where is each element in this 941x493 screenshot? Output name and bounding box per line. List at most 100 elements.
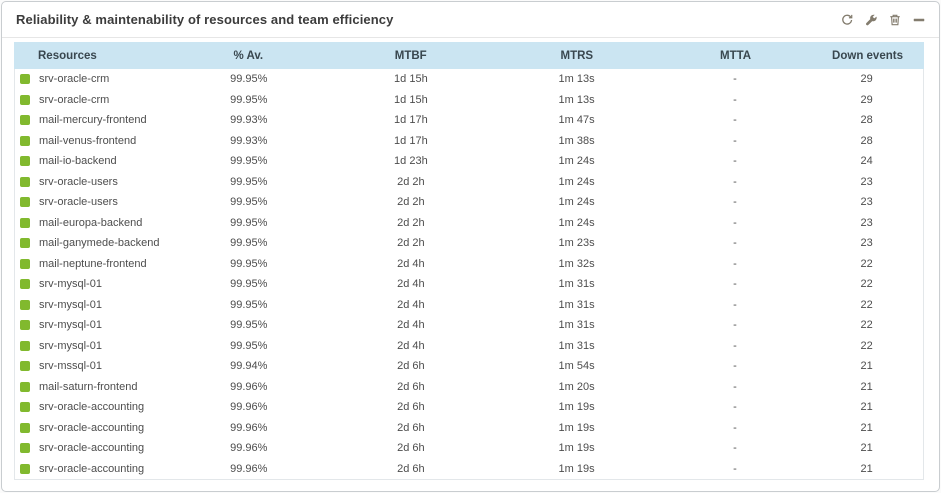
down-events-cell: 29 <box>860 73 873 86</box>
widget-header: Reliability & maintenability of resource… <box>2 2 939 38</box>
resource-name: srv-oracle-accounting <box>39 421 145 434</box>
column-header-down-events[interactable]: Down events <box>832 49 903 62</box>
mtbf-cell: 2d 4h <box>397 339 425 352</box>
down-events-cell: 23 <box>860 175 873 188</box>
down-events-cell: 22 <box>860 298 873 311</box>
column-header-resources[interactable]: Resources <box>38 49 97 62</box>
column-header-mtrs[interactable]: MTRS <box>560 49 594 62</box>
resource-name: srv-mysql-01 <box>39 319 102 332</box>
status-ok-icon <box>20 74 30 85</box>
table-row: srv-mysql-01 99.95% 2d 4h 1m 31s - 22 <box>15 274 923 295</box>
mtta-cell: - <box>733 237 737 250</box>
mtrs-cell: 1m 31s <box>558 278 595 291</box>
availability-cell: 99.96% <box>230 442 268 455</box>
mtta-cell: - <box>733 73 737 86</box>
column-header-availability[interactable]: % Av. <box>233 49 264 62</box>
resource-name: srv-oracle-crm <box>39 73 110 86</box>
status-ok-icon <box>20 156 30 167</box>
column-header-mtbf[interactable]: MTBF <box>394 49 427 62</box>
mtta-cell: - <box>733 298 737 311</box>
resource-cell: srv-mssql-01 <box>15 360 169 372</box>
resource-name: srv-oracle-accounting <box>39 462 145 475</box>
table-row: mail-saturn-frontend 99.96% 2d 6h 1m 20s… <box>15 376 923 397</box>
mtrs-cell: 1m 32s <box>558 257 595 270</box>
mtbf-cell: 2d 4h <box>397 298 425 311</box>
resource-cell: srv-oracle-accounting <box>15 463 169 475</box>
table-row: mail-venus-frontend 99.93% 1d 17h 1m 38s… <box>15 130 923 151</box>
availability-cell: 99.96% <box>230 462 268 475</box>
resource-cell: srv-mysql-01 <box>15 278 169 290</box>
table-row: srv-mysql-01 99.95% 2d 4h 1m 31s - 22 <box>15 294 923 315</box>
table-row: mail-ganymede-backend 99.95% 2d 2h 1m 23… <box>15 233 923 254</box>
table-row: srv-oracle-crm 99.95% 1d 15h 1m 13s - 29 <box>15 89 923 110</box>
down-events-cell: 22 <box>860 319 873 332</box>
status-ok-icon <box>20 361 30 372</box>
status-ok-icon <box>20 320 30 331</box>
mtrs-cell: 1m 19s <box>558 401 595 414</box>
mtbf-cell: 2d 6h <box>397 360 425 373</box>
down-events-cell: 28 <box>860 114 873 127</box>
resource-name: srv-oracle-accounting <box>39 401 145 414</box>
mtbf-cell: 2d 2h <box>397 196 425 209</box>
mtta-cell: - <box>733 339 737 352</box>
wrench-icon[interactable] <box>863 12 878 27</box>
mtta-cell: - <box>733 421 737 434</box>
availability-cell: 99.95% <box>230 216 268 229</box>
down-events-cell: 23 <box>860 216 873 229</box>
resource-name: mail-neptune-frontend <box>39 257 147 270</box>
availability-cell: 99.95% <box>230 175 268 188</box>
status-ok-icon <box>20 94 30 105</box>
mtbf-cell: 2d 2h <box>397 237 425 250</box>
status-ok-icon <box>20 299 30 310</box>
status-ok-icon <box>20 340 30 351</box>
resource-cell: srv-mysql-01 <box>15 299 169 311</box>
status-ok-icon <box>20 258 30 269</box>
minimize-icon[interactable] <box>911 12 926 27</box>
table-row: srv-oracle-accounting 99.96% 2d 6h 1m 19… <box>15 397 923 418</box>
mtta-cell: - <box>733 380 737 393</box>
status-ok-icon <box>20 197 30 208</box>
mtta-cell: - <box>733 278 737 291</box>
mtta-cell: - <box>733 257 737 270</box>
resource-cell: mail-ganymede-backend <box>15 237 169 249</box>
resource-name: mail-europa-backend <box>39 216 143 229</box>
column-header-mtta[interactable]: MTTA <box>720 49 752 62</box>
availability-cell: 99.95% <box>230 155 268 168</box>
status-ok-icon <box>20 115 30 126</box>
down-events-cell: 22 <box>860 339 873 352</box>
mtbf-cell: 2d 6h <box>397 401 425 414</box>
refresh-icon[interactable] <box>839 12 854 27</box>
availability-cell: 99.95% <box>230 93 268 106</box>
trash-icon[interactable] <box>887 12 902 27</box>
resource-cell: srv-oracle-users <box>15 176 169 188</box>
mtta-cell: - <box>733 175 737 188</box>
mtrs-cell: 1m 19s <box>558 462 595 475</box>
resource-cell: srv-oracle-crm <box>15 94 169 106</box>
table-row: srv-mssql-01 99.94% 2d 6h 1m 54s - 21 <box>15 356 923 377</box>
mtbf-cell: 2d 6h <box>397 462 425 475</box>
mtta-cell: - <box>733 216 737 229</box>
mtrs-cell: 1m 31s <box>558 319 595 332</box>
mtbf-cell: 2d 6h <box>397 442 425 455</box>
mtrs-cell: 1m 24s <box>558 196 595 209</box>
resource-cell: srv-oracle-accounting <box>15 422 169 434</box>
status-ok-icon <box>20 381 30 392</box>
down-events-cell: 23 <box>860 237 873 250</box>
down-events-cell: 21 <box>860 380 873 393</box>
status-ok-icon <box>20 279 30 290</box>
mtta-cell: - <box>733 155 737 168</box>
status-ok-icon <box>20 463 30 474</box>
table-row: srv-oracle-accounting 99.96% 2d 6h 1m 19… <box>15 458 923 479</box>
resource-name: srv-oracle-users <box>39 175 118 188</box>
mtbf-cell: 2d 2h <box>397 216 425 229</box>
status-ok-icon <box>20 443 30 454</box>
resource-cell: mail-venus-frontend <box>15 135 169 147</box>
down-events-cell: 21 <box>860 442 873 455</box>
resource-cell: srv-mysql-01 <box>15 340 169 352</box>
table-row: mail-europa-backend 99.95% 2d 2h 1m 24s … <box>15 212 923 233</box>
down-events-cell: 23 <box>860 196 873 209</box>
availability-cell: 99.96% <box>230 421 268 434</box>
resource-name: srv-oracle-accounting <box>39 442 145 455</box>
down-events-cell: 22 <box>860 278 873 291</box>
availability-cell: 99.95% <box>230 73 268 86</box>
